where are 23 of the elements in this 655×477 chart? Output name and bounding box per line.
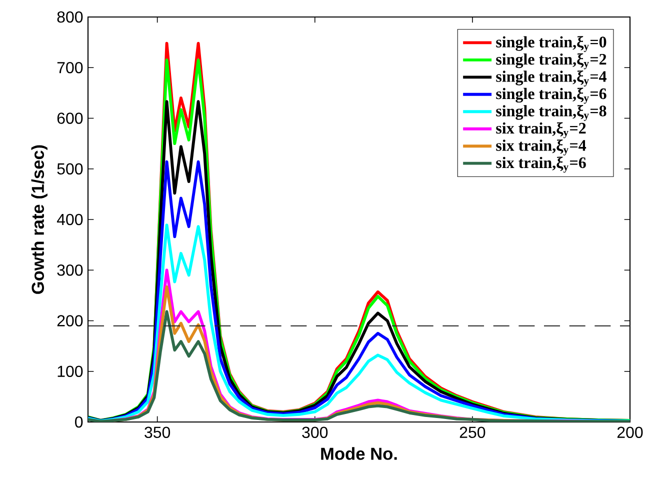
y-tick-label: 500 [57, 163, 83, 175]
legend-label: six train,ξ$_{y}$=6 [496, 156, 586, 173]
legend-label: six train,ξ$_{y}$=4 [496, 139, 586, 156]
x-tick-label: 350 [144, 426, 170, 438]
y-tick-label: 800 [57, 11, 83, 23]
legend-label: single train,ξ$_{y}$=2 [496, 53, 606, 70]
legend-label: single train,ξ$_{y}$=8 [496, 105, 606, 121]
x-axis-title: Mode No. [321, 447, 397, 460]
y-axis-title: Gowth rate (1/sec) [31, 145, 48, 294]
y-tick-label: 700 [57, 62, 83, 74]
legend-label: single train,ξ$_{y}$=0 [496, 36, 606, 52]
x-tick-label: 300 [302, 426, 328, 438]
y-tick-label: 100 [58, 366, 83, 378]
y-tick-label: 600 [57, 112, 83, 124]
y-tick-label: 400 [56, 214, 83, 226]
x-tick-label: 250 [460, 426, 486, 438]
legend-label: six train,ξ$_{y}$=2 [496, 122, 586, 138]
y-tick-label: 0 [75, 416, 83, 428]
y-tick-label: 300 [57, 264, 83, 276]
legend-label: single train,ξ$_{y}$=6 [496, 88, 606, 104]
y-tick-label: 200 [57, 315, 83, 326]
x-tick-label: 200 [617, 426, 643, 438]
legend-label: single train,ξ$_{y}$=4 [496, 70, 606, 86]
